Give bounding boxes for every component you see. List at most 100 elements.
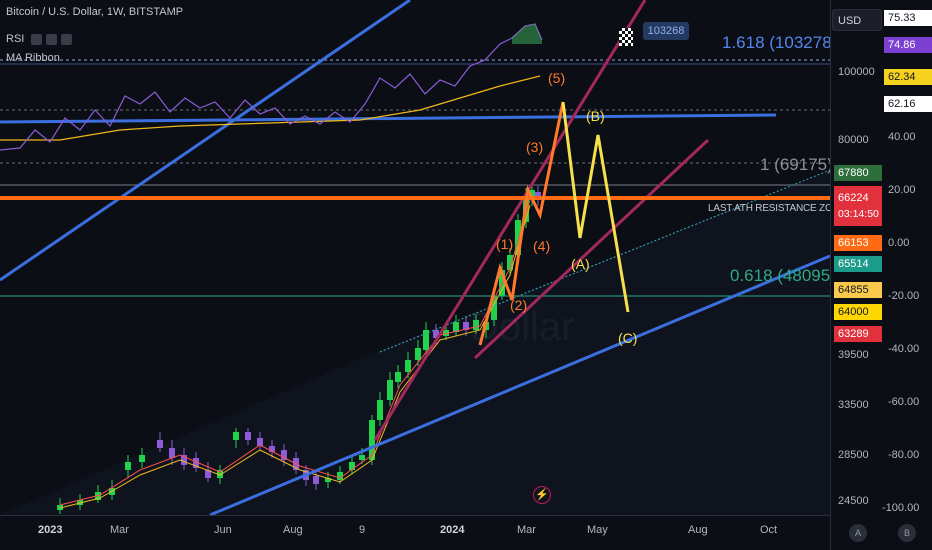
wave-label-5: (5): [548, 70, 566, 86]
resistance-label: LAST ATH RESISTANCE ZONES: [708, 203, 853, 214]
price-badge: 67880: [834, 165, 882, 181]
candle-body: [217, 470, 223, 478]
candle-body: [139, 455, 145, 462]
candle-body: [395, 372, 401, 382]
rsi-badge: 62.16: [884, 96, 932, 112]
candle-body: [377, 400, 383, 420]
candle-body: [453, 322, 459, 332]
price-badge: 64000: [834, 304, 882, 320]
candle-body: [491, 296, 497, 320]
price-badge: 63289: [834, 326, 882, 342]
magenta-channel-upper: [373, 0, 647, 441]
event-lightning-icon[interactable]: ⚡: [533, 486, 551, 504]
price-tick: 33500: [838, 399, 869, 411]
time-label: Jun: [214, 524, 232, 536]
candle-body: [387, 380, 393, 400]
price-tick: 39500: [838, 349, 869, 361]
time-label: 9: [359, 524, 366, 536]
time-label: Mar: [517, 524, 536, 536]
price-tick: 100000: [838, 66, 875, 78]
watermark: Dollar: [470, 305, 575, 349]
candle-body: [423, 330, 429, 350]
current-price-badge: 66224 03:14:50: [834, 186, 882, 226]
rsi-line: [0, 23, 543, 151]
rsi-label: RSI: [6, 33, 25, 45]
price-tick: 28500: [838, 449, 869, 461]
eye-icon[interactable]: [31, 33, 43, 45]
flag-price-badge: 103268: [643, 22, 689, 40]
fib-1-label: 1 (69175): [760, 155, 833, 174]
candle-body: [507, 255, 513, 270]
settings-icon[interactable]: [46, 33, 58, 45]
symbol-title: Bitcoin / U.S. Dollar, 1W, BITSTAMP: [6, 6, 184, 18]
rsi-legend[interactable]: RSI: [6, 33, 73, 45]
wave-label-b: (B): [586, 108, 605, 124]
rsi-tick: 40.00: [888, 131, 916, 143]
candle-body: [359, 455, 365, 460]
candle-body: [193, 458, 199, 468]
fib-1618-label: 1.618 (103278): [722, 33, 838, 52]
candle-body: [169, 448, 175, 458]
price-badge: 66153: [834, 235, 882, 251]
rsi-badge: 74.86: [884, 37, 932, 53]
wave-label-a: (A): [571, 256, 590, 272]
price-tick: 80000: [838, 134, 869, 146]
candle-body: [245, 432, 251, 440]
wave-label-c: (C): [618, 330, 638, 346]
price-axis[interactable]: [830, 0, 932, 550]
price-badge: 64855: [834, 282, 882, 298]
candle-body: [433, 330, 439, 338]
magenta-channel-lower: [473, 138, 710, 360]
rsi-tick: -80.00: [888, 449, 920, 461]
bar-countdown: 03:14:50: [838, 208, 879, 220]
time-label: Mar: [110, 524, 129, 536]
price-ma-red: [59, 199, 531, 506]
candle-body: [369, 420, 375, 460]
candle-body: [205, 470, 211, 478]
ma-ribbon-line: [0, 75, 541, 141]
blue-trendline-1: [0, 0, 411, 282]
more-icon[interactable]: [61, 33, 73, 45]
candle-body: [269, 446, 275, 452]
current-price: 66224: [838, 192, 869, 204]
candle-body: [529, 190, 535, 198]
ma-ribbon-legend[interactable]: MA Ribbon: [6, 52, 60, 64]
price-tick: 24500: [838, 495, 869, 507]
candle-body: [515, 220, 521, 255]
currency-button[interactable]: USD: [832, 9, 882, 31]
time-label: 2024: [440, 524, 465, 536]
blue-horizontal-line: [0, 113, 777, 124]
candle-body: [233, 432, 239, 440]
rsi-tick: -20.00: [888, 290, 920, 302]
time-label: Aug: [688, 524, 708, 536]
candle-body: [125, 462, 131, 470]
candle-body: [473, 320, 479, 330]
elliott-correction-path: [561, 101, 630, 313]
candle-body: [157, 440, 163, 448]
time-label: May: [587, 524, 608, 536]
log-scale-button[interactable]: B: [898, 524, 916, 542]
time-label: 2023: [38, 524, 63, 536]
candle-body: [405, 360, 411, 372]
candle-body: [415, 348, 421, 360]
elliott-impulse-path: [478, 101, 565, 346]
rsi-tick: -40.00: [888, 343, 920, 355]
rsi-tick: 20.00: [888, 184, 916, 196]
wave-label-2: (2): [510, 297, 528, 313]
candle-body: [281, 450, 287, 460]
time-label: Aug: [283, 524, 303, 536]
rsi-tick: 0.00: [888, 237, 910, 249]
rsi-badge: 62.34: [884, 69, 932, 85]
rsi-overbought-fill: [512, 24, 542, 44]
candle-body: [325, 478, 331, 482]
candle-body: [313, 476, 319, 484]
time-axis[interactable]: [0, 515, 830, 550]
price-badge: 65514: [834, 256, 882, 272]
candle-body: [257, 438, 263, 446]
wave-label-3: (3): [526, 139, 544, 155]
candle-body: [337, 472, 343, 480]
flag-icon: [619, 28, 633, 46]
auto-scale-button[interactable]: A: [849, 524, 867, 542]
